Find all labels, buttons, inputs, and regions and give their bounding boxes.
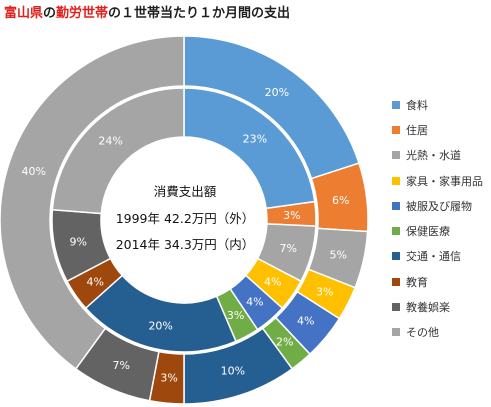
legend-label-6: 保健医療 [406,225,450,239]
chart-title: 富山県の勤労世帯の１世帯当たり１か月間の支出 [4,2,290,21]
inner-label-4: 4% [264,276,281,289]
legend-label-8: 教育 [406,275,428,289]
legend-swatch-7 [392,252,400,261]
legend-item-1: 食料 [392,92,483,117]
inner-label-10: 24% [98,135,122,148]
legend-item-2: 住居 [392,117,483,142]
legend-item-9: 教養娯楽 [392,294,483,319]
legend-label-3: 光熱・水道 [406,149,461,163]
legend-label-9: 教養娯楽 [406,301,450,315]
legend-swatch-4 [392,176,400,185]
center-inner-total: 2014年 34.3万円（内） [115,237,255,252]
outer-label-10: 40% [22,165,46,178]
inner-slice-10 [51,87,185,215]
inner-label-2: 3% [283,209,300,222]
outer-label-2: 6% [332,194,349,207]
title-particle-1: の [43,6,57,21]
legend-swatch-1 [392,100,400,109]
inner-label-6: 3% [227,309,244,322]
outer-label-4: 3% [316,286,333,299]
legend-label-10: その他 [406,326,439,340]
legend-label-7: 交通・通信 [406,250,461,264]
outer-slice-10 [0,35,185,370]
legend-swatch-6 [392,227,400,236]
outer-label-3: 5% [329,248,346,261]
inner-label-8: 4% [87,276,104,289]
title-prefecture: 富山県 [4,6,44,21]
inner-label-3: 7% [280,242,297,255]
legend-item-6: 保健医療 [392,218,483,243]
inner-label-9: 9% [69,236,86,249]
legend-item-5: 被服及び履物 [392,193,483,218]
legend-item-10: その他 [392,320,483,345]
legend-swatch-8 [392,277,400,286]
legend-swatch-10 [392,328,400,337]
legend-item-8: 教育 [392,269,483,294]
legend-label-1: 食料 [406,98,428,112]
center-outer-total: 1999年 42.2万円（外） [115,211,255,226]
legend-item-7: 交通・通信 [392,244,483,269]
outer-label-7: 10% [221,364,245,377]
outer-label-8: 3% [160,371,177,384]
outer-label-1: 20% [265,86,289,99]
legend-label-2: 住居 [406,123,428,137]
outer-label-9: 7% [113,359,130,372]
legend-label-5: 被服及び履物 [406,199,472,213]
legend-swatch-9 [392,303,400,312]
inner-label-5: 4% [246,296,263,309]
title-rest: の１世帯当たり１か月間の支出 [108,6,291,21]
outer-label-6: 2% [276,336,293,349]
legend-swatch-3 [392,151,400,160]
legend-item-3: 光熱・水道 [392,143,483,168]
outer-label-5: 4% [297,315,314,328]
title-household: 勤労世帯 [56,6,109,21]
legend: 食料住居光熱・水道家具・家事用品 被服及び履物 保健医療交通・通信教育教養娯楽その他 [392,92,483,345]
center-title: 消費支出額 [153,184,217,199]
legend-label-4: 家具・家事用品 [406,174,483,188]
inner-label-7: 20% [148,319,172,332]
inner-label-1: 23% [243,132,267,145]
legend-swatch-2 [392,125,400,134]
legend-swatch-5 [392,201,400,210]
center-label: 消費支出額 1999年 42.2万円（外） 2014年 34.3万円（内） [95,181,275,253]
legend-item-4: 家具・家事用品 [392,168,483,193]
